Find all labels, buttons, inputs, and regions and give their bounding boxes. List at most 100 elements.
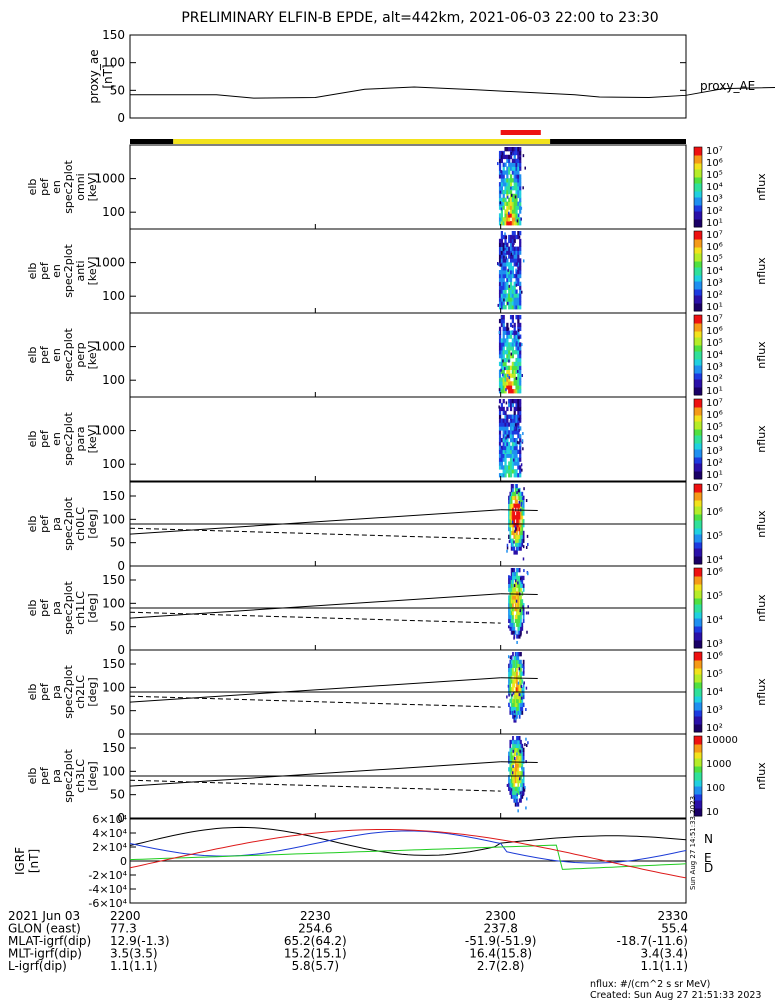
spectrogram-cell	[519, 377, 522, 382]
colorbar-swatch	[694, 762, 702, 765]
spectrogram-cell	[519, 365, 522, 370]
spectrogram-cell	[502, 178, 505, 183]
spectrogram-cell	[516, 663, 518, 668]
spectrogram-speckle	[505, 436, 507, 440]
spectrogram-cell	[521, 575, 524, 581]
colorbar-swatch	[694, 427, 702, 430]
spectrogram-cell	[517, 739, 520, 745]
spectrogram-cell	[502, 441, 505, 447]
spectrogram-cell	[511, 150, 514, 156]
proxy-ae-legend: proxy_AE	[700, 79, 755, 93]
colorbar-swatch	[694, 716, 702, 719]
spectrogram-cell	[520, 782, 522, 788]
spectrogram-cell	[517, 663, 520, 668]
spectrogram-cell	[513, 297, 516, 302]
spectrogram-speckle	[519, 693, 522, 697]
spectrogram-cell	[519, 258, 522, 263]
spectrogram-cell	[510, 630, 513, 635]
spectrogram-cell	[513, 154, 516, 160]
spectrogram-cell	[518, 519, 521, 524]
spectrogram-cell	[517, 293, 520, 298]
spectrogram-speckle	[523, 666, 525, 670]
colorbar-swatch	[694, 708, 702, 711]
spectrogram-cell	[509, 430, 513, 435]
spectrogram-cell	[500, 258, 503, 263]
spectrogram-cell	[504, 209, 507, 214]
spectrogram-cell	[520, 679, 522, 684]
spectrogram-cell	[502, 270, 505, 275]
spectrogram-cell	[504, 238, 507, 244]
spectrogram-speckle	[499, 190, 502, 194]
spectrogram-cell	[517, 747, 520, 752]
spectrogram-cell	[500, 281, 503, 286]
spectrogram-cell	[510, 484, 513, 489]
colorbar-swatch	[694, 165, 702, 168]
spectrogram-cell	[519, 147, 522, 152]
spectrogram-speckle	[513, 540, 515, 544]
spectrogram-cell	[500, 461, 503, 466]
colorbar-swatch	[694, 203, 702, 206]
spectrogram-cell	[514, 607, 517, 612]
spectrogram-cell	[512, 767, 514, 772]
spectrogram-cell	[513, 571, 516, 577]
spectrogram-cell	[508, 154, 511, 160]
spectrogram-cell	[511, 369, 514, 374]
spectrogram-cell	[519, 238, 522, 244]
spectrogram-speckle	[522, 557, 525, 561]
spectrogram-cell	[517, 246, 520, 251]
spectrogram-cell	[520, 523, 522, 528]
spectrogram-cell	[514, 775, 517, 780]
spectrogram-cell	[509, 189, 513, 195]
spectrogram-cell	[513, 301, 516, 306]
spectrogram-cell	[510, 603, 513, 608]
spectrogram-cell	[515, 150, 518, 156]
colorbar-swatch	[694, 153, 702, 156]
spectrogram-cell	[515, 254, 518, 259]
spectrogram-cell	[500, 246, 503, 251]
spectrogram-cell	[517, 258, 520, 263]
spectrogram-cell	[515, 174, 518, 179]
spectrogram-cell	[521, 491, 524, 497]
colorbar-swatch	[694, 199, 702, 202]
spectrogram-cell	[502, 201, 505, 206]
spectrogram-cell	[498, 254, 502, 259]
colorbar-swatch	[694, 704, 702, 707]
spectrogram-cell	[510, 575, 513, 581]
spectrogram-speckle	[516, 262, 518, 266]
spectrogram-cell	[513, 511, 516, 516]
ylabel-line: elb	[26, 179, 39, 196]
colorbar-swatch	[694, 467, 702, 470]
spectrogram-cell	[510, 702, 513, 707]
colorbar-frame	[693, 735, 703, 817]
colorbar-swatch	[694, 233, 702, 236]
spectrogram-speckle	[507, 625, 510, 629]
spectrogram-cell	[506, 465, 509, 470]
spectrogram-cell	[513, 469, 516, 474]
spectrogram-cell	[518, 671, 521, 676]
spectrogram-cell	[509, 334, 513, 339]
spectrogram-cell	[519, 385, 522, 390]
spectrogram-cell	[502, 150, 505, 156]
colorbar-swatch	[694, 514, 702, 517]
panel-background	[130, 313, 686, 397]
spectrogram-cell	[510, 771, 513, 776]
colorbar-swatch	[694, 788, 702, 791]
colorbar-swatch	[694, 676, 702, 679]
spectrogram-cell	[512, 491, 514, 497]
colorbar-swatch	[694, 201, 702, 204]
colorbar-swatch	[694, 445, 702, 448]
spectrogram-cell	[509, 626, 512, 631]
spectrogram-cell	[515, 147, 518, 152]
spectrogram-cell	[509, 755, 512, 760]
igrf-legend-d: D	[704, 861, 713, 875]
spectrogram-cell	[500, 422, 503, 427]
colorbar-swatch	[694, 285, 702, 288]
spectrogram-cell	[514, 499, 517, 504]
spectrogram-speckle	[518, 167, 521, 171]
colorbar-swatch	[694, 490, 702, 493]
spectrogram-cell	[506, 365, 509, 370]
spectrogram-cell	[511, 213, 514, 218]
spectrogram-cell	[512, 622, 514, 627]
spectrogram-cell	[517, 511, 520, 516]
spectrogram-cell	[519, 346, 522, 351]
